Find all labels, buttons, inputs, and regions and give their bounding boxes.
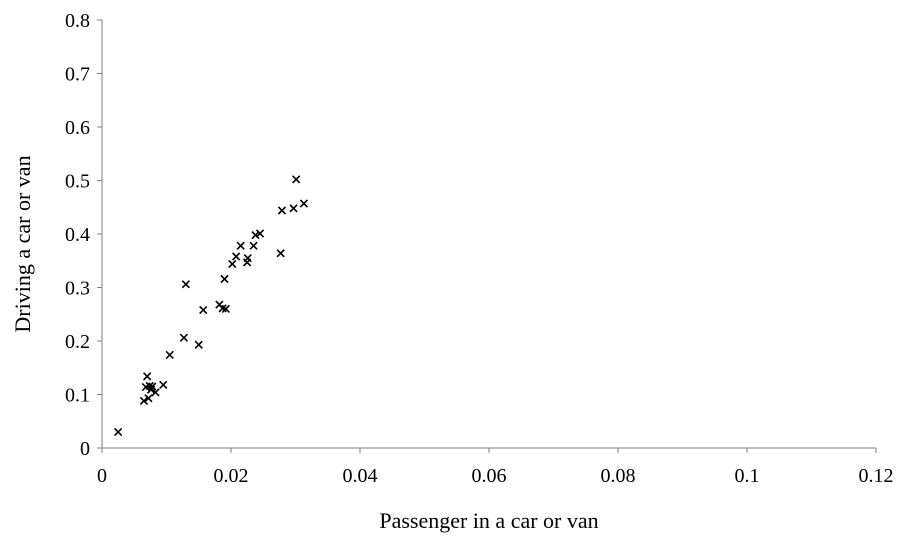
x-tick-label: 0.1 — [735, 465, 760, 487]
y-tick-label: 0 — [80, 438, 90, 460]
axes — [101, 20, 876, 449]
y-tick-label: 0.2 — [65, 331, 90, 353]
data-point — [143, 372, 152, 381]
data-point — [232, 252, 241, 261]
data-point — [181, 280, 190, 289]
y-tick-label: 0.1 — [65, 385, 90, 407]
data-point — [277, 206, 287, 215]
data-point — [221, 304, 230, 314]
data-point — [179, 333, 189, 342]
data-point — [255, 229, 265, 238]
x-tick-label: 0.04 — [343, 465, 378, 487]
y-tick-label: 0.3 — [65, 278, 90, 300]
data-point — [228, 259, 237, 269]
data-point — [249, 241, 258, 250]
y-axis-title: Driving a car or van — [10, 155, 35, 332]
data-point — [151, 388, 160, 397]
y-tick-label: 0.8 — [65, 10, 90, 32]
data-point — [236, 241, 245, 250]
tick-marks — [97, 19, 877, 453]
data-point — [139, 396, 149, 406]
data-points — [113, 175, 309, 437]
data-point — [159, 380, 168, 390]
x-tick-label: 0.08 — [601, 465, 636, 487]
x-tick-label: 0 — [97, 465, 107, 487]
data-point — [292, 175, 301, 184]
data-point — [276, 249, 285, 258]
data-point — [148, 382, 157, 391]
x-axis-title: Passenger in a car or van — [379, 508, 598, 533]
x-tick-label: 0.02 — [214, 465, 249, 487]
y-tick-label: 0.5 — [65, 171, 90, 193]
data-point — [194, 340, 203, 349]
x-tick-label: 0.06 — [472, 465, 507, 487]
data-point — [299, 199, 309, 208]
tick-labels: 0 0.1 0.2 0.3 0.4 0.5 0.6 0.7 0.8 0 0.02 0.04 0.06 0.… — [65, 10, 894, 487]
data-point — [199, 305, 208, 315]
y-tick-label: 0.7 — [65, 64, 90, 86]
y-tick-label: 0.6 — [65, 117, 90, 139]
data-point — [243, 253, 252, 263]
data-point — [113, 427, 123, 437]
data-point — [144, 394, 153, 403]
data-point — [289, 204, 298, 213]
data-point — [220, 274, 229, 284]
x-tick-label: 0.12 — [859, 465, 894, 487]
y-tick-label: 0.4 — [65, 224, 90, 246]
data-point — [165, 350, 174, 360]
